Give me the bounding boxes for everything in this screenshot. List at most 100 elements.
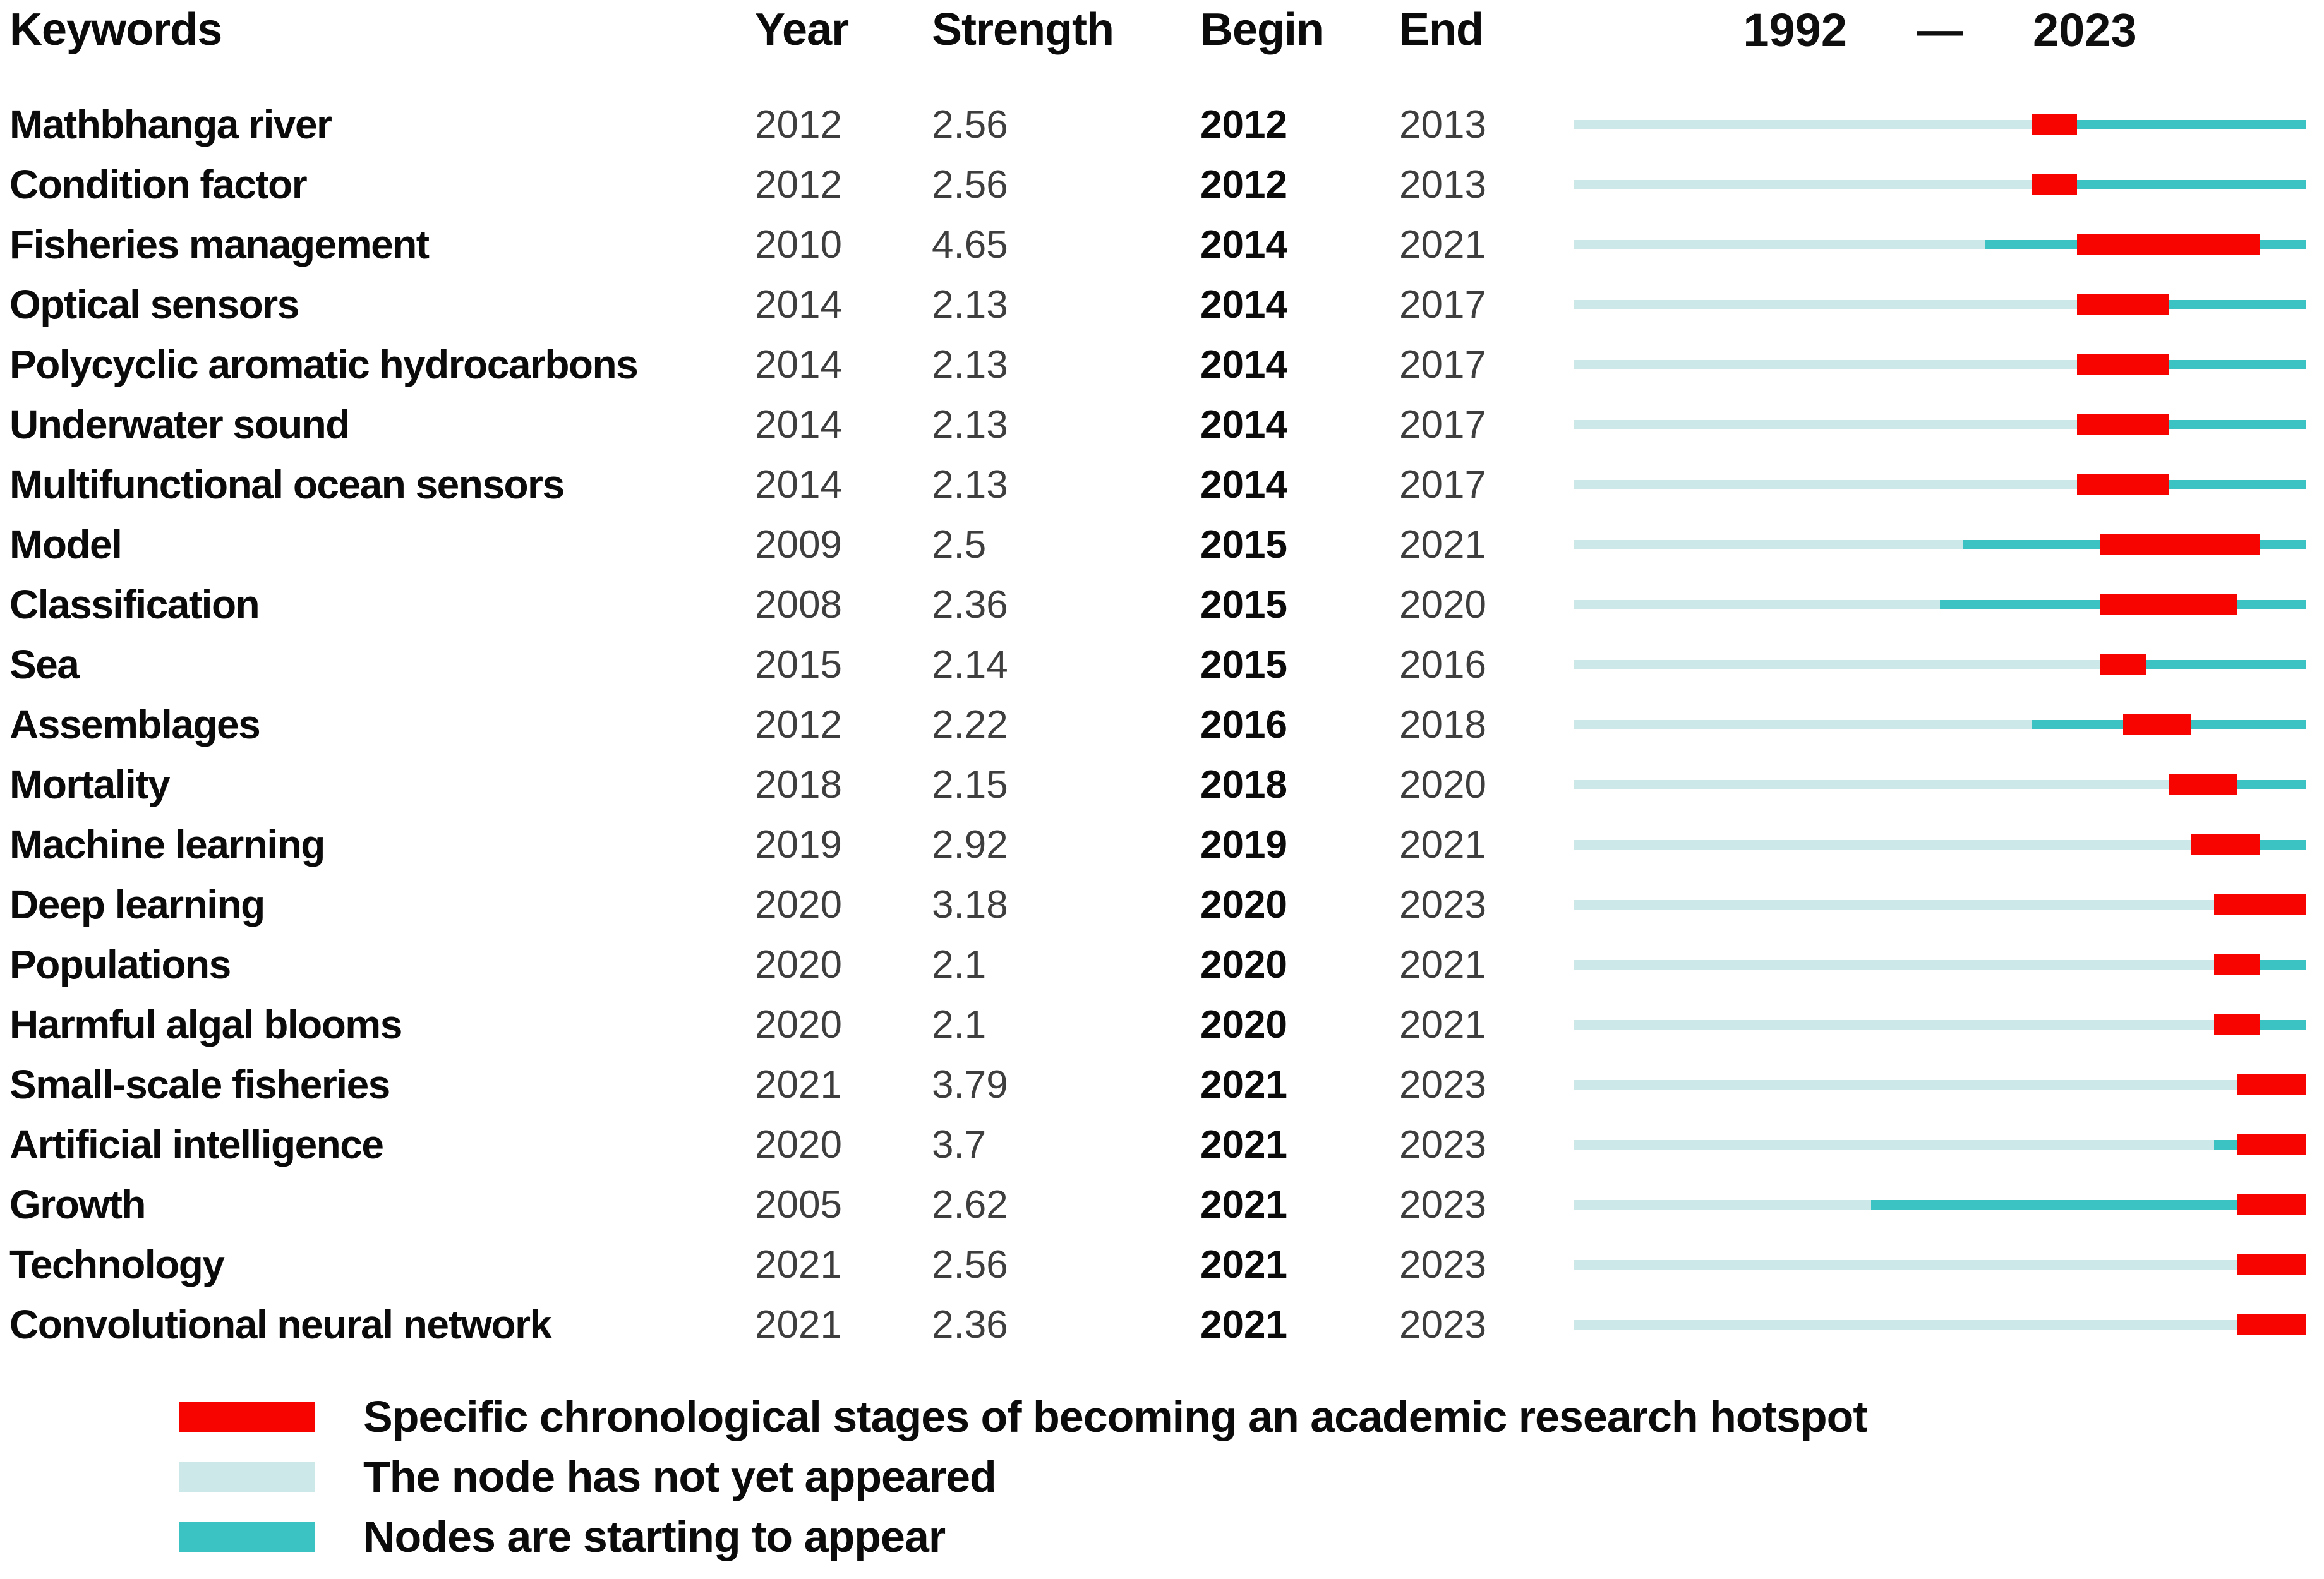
burst-timeline-bar [1574, 174, 2306, 195]
year-value: 2009 [755, 523, 842, 567]
end-value: 2023 [1399, 1183, 1486, 1227]
keyword-label: Underwater sound [9, 402, 350, 447]
begin-value: 2012 [1200, 163, 1287, 207]
begin-value: 2020 [1200, 1003, 1287, 1047]
bar-segment-burst [2077, 294, 2169, 315]
strength-value: 3.18 [932, 883, 1008, 927]
table-row: Multifunctional ocean sensors 2014 2.13 201… [0, 455, 2324, 515]
bar-segment-starting-to-appear [2260, 960, 2306, 970]
table-row: Growth 2005 2.62 2021 2023 [0, 1175, 2324, 1235]
burst-timeline-bar [1574, 954, 2306, 975]
strength-value: 2.62 [932, 1183, 1008, 1227]
keyword-label: Artificial intelligence [9, 1122, 384, 1167]
begin-value: 2012 [1200, 103, 1287, 147]
year-value: 2010 [755, 223, 842, 267]
bar-segment-starting-to-appear [2168, 360, 2306, 369]
table-row: Machine learning 2019 2.92 2019 2021 [0, 815, 2324, 875]
bar-segment-not-yet-appeared [1574, 720, 2032, 729]
bar-segment-burst [2077, 354, 2169, 375]
year-value: 2012 [755, 163, 842, 207]
keyword-label: Fisheries management [9, 222, 430, 267]
strength-value: 2.13 [932, 283, 1008, 327]
end-value: 2021 [1399, 823, 1486, 867]
burst-timeline-bar [1574, 1254, 2306, 1275]
burst-timeline-bar [1574, 294, 2306, 315]
strength-value: 2.56 [932, 163, 1008, 207]
strength-value: 2.1 [932, 943, 987, 987]
column-header-begin: Begin [1200, 4, 1324, 55]
legend-label-burst: Specific chronological stages of becomin… [363, 1392, 1868, 1441]
burst-timeline-bar [1574, 1014, 2306, 1035]
bar-segment-burst [2168, 774, 2237, 795]
burst-timeline-bar [1574, 594, 2306, 615]
table-row: Technology 2021 2.56 2021 2023 [0, 1235, 2324, 1295]
begin-value: 2021 [1200, 1123, 1287, 1167]
strength-value: 2.1 [932, 1003, 987, 1047]
strength-value: 2.14 [932, 643, 1008, 687]
table-row: Assemblages 2012 2.22 2016 2018 [0, 695, 2324, 755]
table-row: Deep learning 2020 3.18 2020 2023 [0, 875, 2324, 935]
bar-segment-burst [2237, 1134, 2306, 1155]
year-value: 2021 [755, 1063, 842, 1107]
table-row: Fisheries management 2010 4.65 2014 2021 [0, 215, 2324, 275]
keyword-label: Convolutional neural network [9, 1302, 552, 1347]
bar-segment-starting-to-appear [2237, 780, 2306, 790]
table-row: Sea 2015 2.14 2015 2016 [0, 635, 2324, 695]
bar-segment-burst [2031, 174, 2078, 195]
begin-value: 2015 [1200, 583, 1287, 627]
end-value: 2023 [1399, 883, 1486, 927]
legend-item-starting-to-appear: Nodes are starting to appear [0, 1507, 2324, 1567]
strength-value: 2.56 [932, 1243, 1008, 1287]
table-row: Classification 2008 2.36 2015 2020 [0, 575, 2324, 635]
keyword-label: Machine learning [9, 822, 325, 867]
keyword-label: Classification [9, 582, 260, 627]
year-value: 2020 [755, 1003, 842, 1047]
begin-value: 2014 [1200, 463, 1287, 507]
keyword-label: Mortality [9, 762, 171, 807]
table-row: Populations 2020 2.1 2020 2021 [0, 935, 2324, 995]
timeline-start-year: 1992 [1743, 4, 1847, 56]
year-value: 2021 [755, 1303, 842, 1347]
bar-segment-burst [2100, 534, 2260, 555]
bar-segment-starting-to-appear [2260, 840, 2306, 850]
begin-value: 2014 [1200, 223, 1287, 267]
keyword-label: Small-scale fisheries [9, 1062, 390, 1107]
bar-segment-burst [2122, 714, 2192, 735]
bar-segment-burst [2077, 234, 2260, 255]
bar-segment-not-yet-appeared [1574, 1260, 2237, 1270]
column-header-strength: Strength [932, 4, 1114, 55]
bar-segment-not-yet-appeared [1574, 780, 2169, 790]
strength-value: 2.13 [932, 403, 1008, 447]
year-value: 2019 [755, 823, 842, 867]
legend-label-starting-to-appear: Nodes are starting to appear [363, 1512, 946, 1561]
end-value: 2023 [1399, 1063, 1486, 1107]
bar-segment-burst [2237, 1314, 2306, 1335]
bar-segment-burst [2237, 1074, 2306, 1095]
table-row: Convolutional neural network 2021 2.36 2021… [0, 1295, 2324, 1355]
keyword-label: Multifunctional ocean sensors [9, 462, 565, 507]
burst-timeline-bar [1574, 114, 2306, 135]
column-header-keywords: Keywords [9, 4, 222, 55]
strength-value: 4.65 [932, 223, 1008, 267]
legend-item-not-yet-appeared: The node has not yet appeared [0, 1447, 2324, 1507]
bar-segment-starting-to-appear [2237, 600, 2306, 609]
begin-value: 2019 [1200, 823, 1287, 867]
begin-value: 2016 [1200, 703, 1287, 747]
table-row: Condition factor 2012 2.56 2012 2013 [0, 155, 2324, 215]
strength-value: 2.36 [932, 583, 1008, 627]
burst-timeline-bar [1574, 654, 2306, 675]
bar-segment-not-yet-appeared [1574, 840, 2192, 850]
bar-segment-starting-to-appear [2168, 300, 2306, 309]
burst-timeline-bar [1574, 234, 2306, 255]
bar-segment-not-yet-appeared [1574, 240, 1986, 249]
burst-timeline-bar [1574, 1194, 2306, 1215]
end-value: 2023 [1399, 1123, 1486, 1167]
keyword-label: Mathbhanga river [9, 102, 332, 147]
end-value: 2013 [1399, 103, 1486, 147]
timeline-end-year: 2023 [2033, 4, 2137, 56]
end-value: 2020 [1399, 763, 1486, 807]
end-value: 2017 [1399, 403, 1486, 447]
end-value: 2017 [1399, 283, 1486, 327]
bar-segment-not-yet-appeared [1574, 300, 2078, 309]
bar-segment-starting-to-appear [1963, 540, 2100, 549]
